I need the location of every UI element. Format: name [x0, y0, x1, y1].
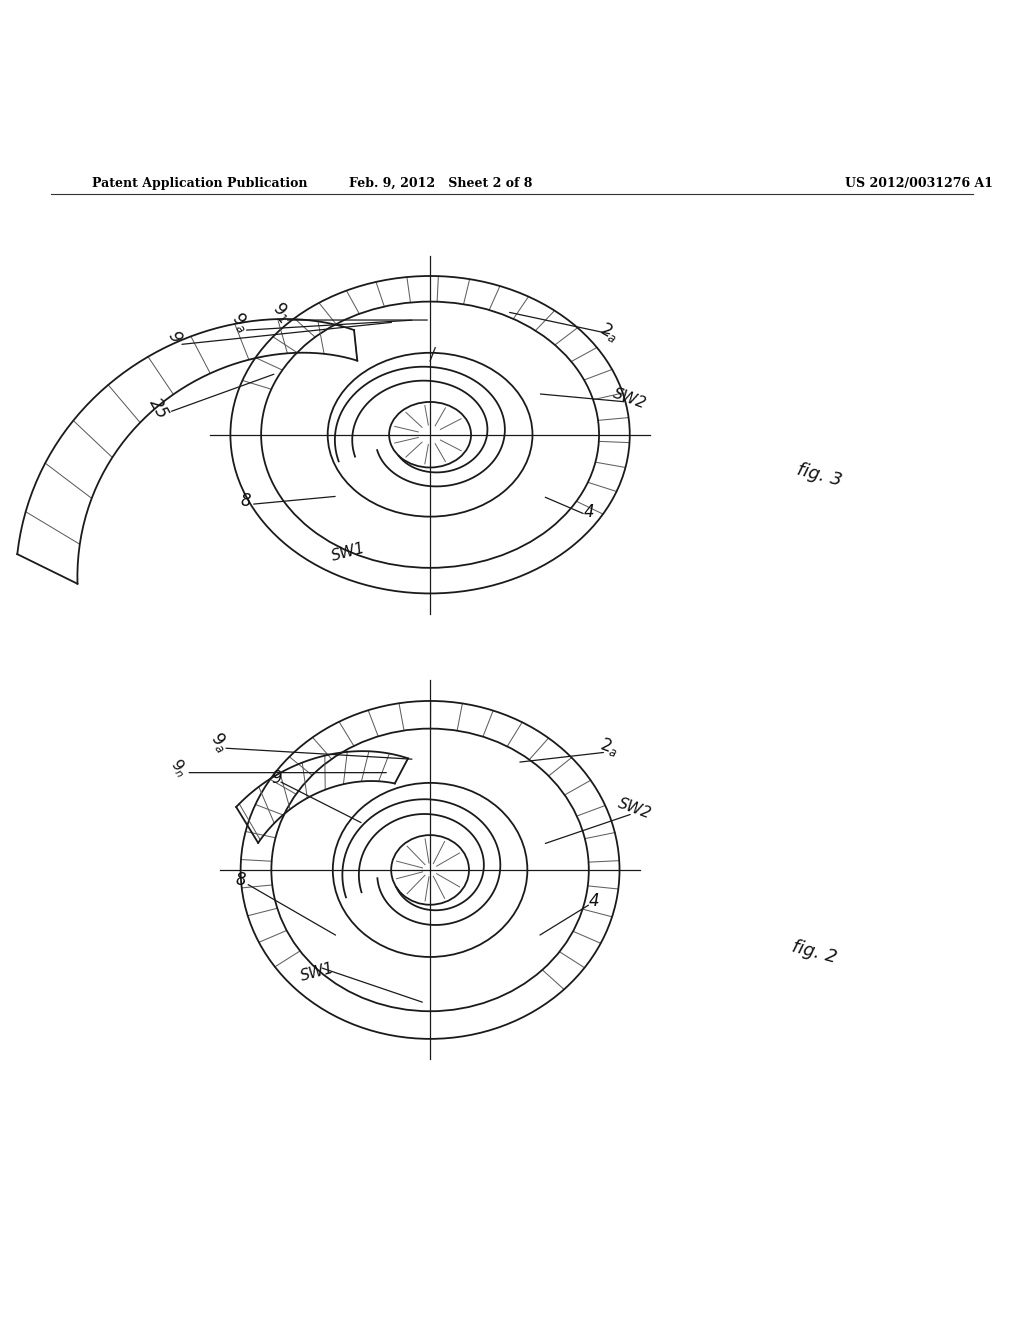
Text: SW1: SW1	[330, 541, 367, 564]
Text: fig. 3: fig. 3	[795, 461, 844, 490]
Text: $9_a$: $9_a$	[227, 309, 254, 335]
Text: 25: 25	[145, 396, 172, 422]
Text: SW1: SW1	[299, 961, 336, 983]
Text: US 2012/0031276 A1: US 2012/0031276 A1	[845, 177, 993, 190]
Text: fig. 2: fig. 2	[790, 937, 839, 966]
Text: 9: 9	[164, 329, 184, 347]
Text: $9_n$: $9_n$	[167, 755, 191, 780]
Text: 8: 8	[236, 871, 246, 890]
Text: 4: 4	[589, 891, 599, 909]
Text: 8: 8	[241, 492, 251, 511]
Text: Patent Application Publication: Patent Application Publication	[92, 177, 307, 190]
Text: $9_a$: $9_a$	[207, 729, 233, 755]
Text: SW2: SW2	[616, 796, 653, 821]
Text: Feb. 9, 2012   Sheet 2 of 8: Feb. 9, 2012 Sheet 2 of 8	[348, 177, 532, 190]
Text: $2_a$: $2_a$	[596, 319, 623, 346]
Text: $9_1$: $9_1$	[268, 298, 295, 326]
Text: 4: 4	[584, 503, 594, 520]
Text: $2_a$: $2_a$	[597, 734, 622, 760]
Text: SW2: SW2	[611, 385, 648, 412]
Text: 9: 9	[271, 768, 282, 787]
